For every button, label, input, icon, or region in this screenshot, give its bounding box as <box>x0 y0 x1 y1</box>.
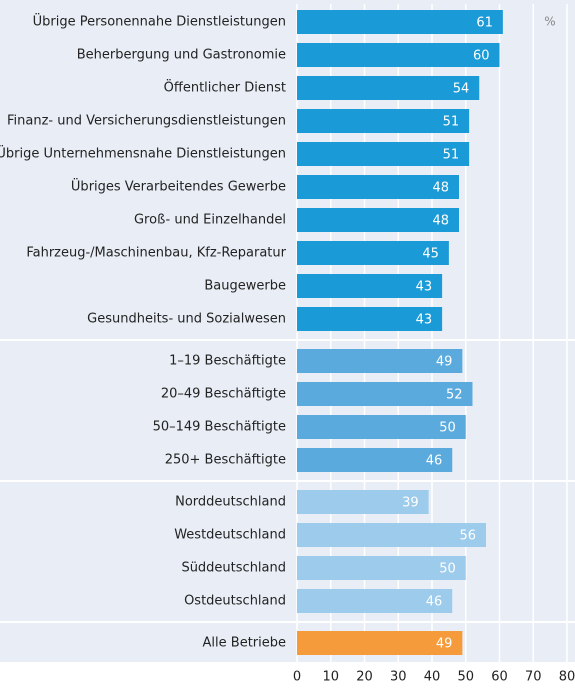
value-label: 60 <box>473 49 490 64</box>
category-label: Beherbergung und Gastronomie <box>77 48 286 63</box>
category-label: Übriges Verarbeitendes Gewerbe <box>71 178 286 195</box>
category-label: 20–49 Beschäftigte <box>161 387 286 402</box>
category-label: Groß- und Einzelhandel <box>134 213 286 228</box>
bar <box>297 43 500 67</box>
value-label: 43 <box>416 280 433 295</box>
value-label: 54 <box>453 82 470 97</box>
value-label: 45 <box>422 247 439 262</box>
category-label: Finanz- und Versicherungsdienstleistunge… <box>7 114 286 129</box>
value-label: 48 <box>432 214 449 229</box>
bar <box>297 274 443 298</box>
x-tick-label: 40 <box>424 670 441 685</box>
category-label: Übrige Personennahe Dienstleistungen <box>33 13 286 30</box>
value-label: 39 <box>402 496 419 511</box>
background <box>0 0 575 662</box>
value-label: 43 <box>416 313 433 328</box>
bar <box>297 10 503 34</box>
bar <box>297 109 470 133</box>
value-label: 51 <box>443 148 460 163</box>
bar <box>297 241 449 265</box>
category-label: Ostdeutschland <box>184 594 286 609</box>
bar <box>297 382 473 406</box>
category-label: 50–149 Beschäftigte <box>153 420 286 435</box>
value-label: 50 <box>439 562 456 577</box>
value-label: 52 <box>446 388 463 403</box>
value-label: 50 <box>439 421 456 436</box>
category-label: Westdeutschland <box>174 528 286 543</box>
x-tick-label: 50 <box>457 670 474 685</box>
category-label: Fahrzeug-/Maschinenbau, Kfz-Reparatur <box>26 246 286 261</box>
x-tick-label: 30 <box>390 670 407 685</box>
bar <box>297 142 470 166</box>
bar <box>297 307 443 331</box>
category-label: Übrige Unternehmensnahe Dienstleistungen <box>0 145 286 162</box>
category-label: Süddeutschland <box>181 561 286 576</box>
bar <box>297 490 429 514</box>
bar <box>297 76 480 100</box>
value-label: 49 <box>436 637 453 652</box>
value-label: 48 <box>432 181 449 196</box>
value-label: 56 <box>459 529 476 544</box>
value-label: 49 <box>436 355 453 370</box>
bar <box>297 349 463 373</box>
x-tick-label: 70 <box>525 670 542 685</box>
category-label: Norddeutschland <box>175 495 286 510</box>
category-label: Öffentlicher Dienst <box>164 79 286 96</box>
unit-label: % <box>544 15 555 29</box>
x-tick-label: 10 <box>322 670 339 685</box>
category-label: Baugewerbe <box>204 279 286 294</box>
bar <box>297 523 486 547</box>
bar <box>297 448 453 472</box>
bar <box>297 208 459 232</box>
bar <box>297 415 466 439</box>
x-tick-label: 80 <box>559 670 575 685</box>
category-label: 1–19 Beschäftigte <box>169 354 286 369</box>
x-tick-label: 0 <box>293 670 301 685</box>
x-tick-label: 20 <box>356 670 373 685</box>
category-label: 250+ Beschäftigte <box>165 453 286 468</box>
value-label: 46 <box>426 454 443 469</box>
bar <box>297 556 466 580</box>
category-label: Alle Betriebe <box>203 636 286 651</box>
category-label: Gesundheits- und Sozialwesen <box>87 312 286 327</box>
x-tick-label: 60 <box>491 670 508 685</box>
value-label: 46 <box>426 595 443 610</box>
bar <box>297 631 463 655</box>
value-label: 51 <box>443 115 460 130</box>
bar <box>297 175 459 199</box>
value-label: 61 <box>476 16 493 31</box>
bar <box>297 589 453 613</box>
